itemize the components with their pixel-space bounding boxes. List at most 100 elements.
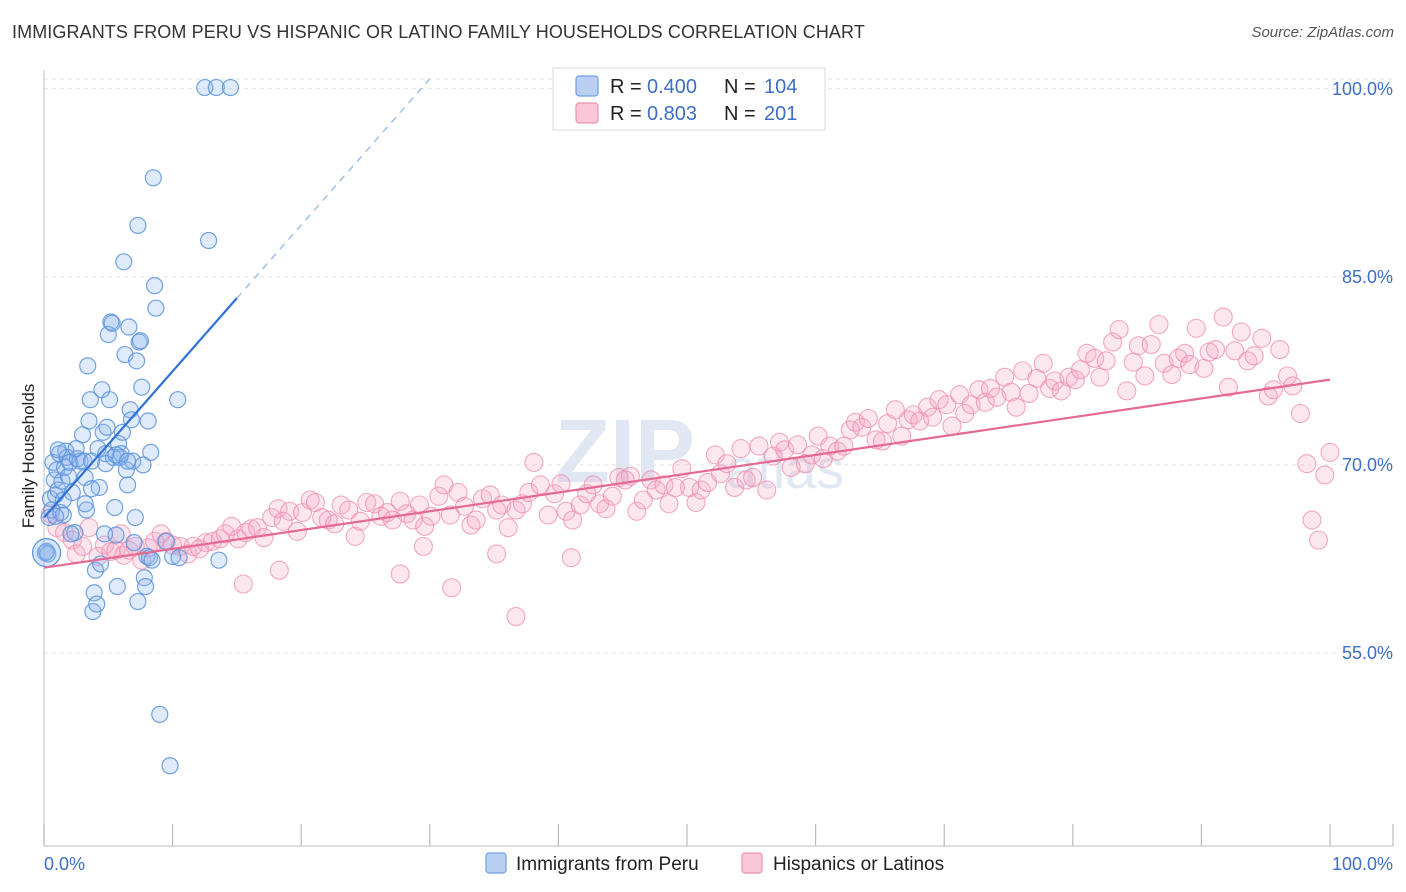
point-hispanics	[1065, 370, 1085, 390]
point-peru	[143, 551, 161, 569]
point-hispanics	[300, 490, 320, 510]
point-hispanics	[1096, 351, 1116, 371]
point-peru	[113, 423, 132, 441]
point-peru	[161, 757, 179, 775]
point-hispanics	[233, 574, 253, 594]
point-hispanics	[1186, 318, 1206, 338]
point-hispanics	[923, 407, 943, 427]
legend-swatch-hispanics	[575, 102, 599, 124]
point-peru	[59, 467, 78, 485]
point-peru	[131, 332, 150, 350]
point-peru	[157, 532, 175, 550]
point-peru	[49, 441, 67, 459]
point-hispanics	[1070, 360, 1091, 380]
point-hispanics	[845, 412, 866, 432]
point-peru	[135, 569, 153, 587]
point-hispanics	[743, 467, 763, 487]
trendline-hispanics	[43, 378, 1331, 569]
y-tick-label: 55.0%	[1342, 643, 1393, 663]
point-hispanics	[1308, 530, 1328, 550]
point-hispanics	[409, 495, 430, 515]
point-hispanics	[583, 475, 603, 495]
point-peru	[80, 412, 98, 430]
point-hispanics	[1180, 355, 1200, 375]
point-peru	[120, 318, 138, 336]
point-peru	[108, 577, 126, 596]
point-hispanics	[273, 511, 293, 531]
point-peru	[117, 461, 135, 479]
point-peru	[62, 525, 80, 543]
x-tick-label-max: 100.0%	[1332, 854, 1393, 874]
trendline-peru	[43, 297, 238, 519]
point-hispanics	[1149, 314, 1169, 335]
point-hispanics	[269, 560, 289, 580]
point-hispanics	[429, 486, 449, 506]
point-hispanics	[1320, 442, 1340, 462]
point-hispanics	[1194, 358, 1214, 378]
point-hispanics	[659, 494, 679, 514]
trendline-peru-extension	[236, 78, 431, 299]
correlation-legend: R = 0.400 N = 104 R = 0.803 N = 201	[552, 67, 826, 131]
point-peru	[103, 314, 121, 332]
point-hispanics	[1231, 322, 1251, 342]
point-hispanics	[357, 492, 377, 513]
point-hispanics	[530, 475, 550, 495]
point-peru	[125, 534, 143, 552]
point-hispanics	[1103, 332, 1123, 352]
x-tick-labels: 0.0% 100.0%	[44, 854, 1393, 874]
point-peru	[98, 418, 116, 436]
point-hispanics	[1205, 340, 1226, 360]
point-hispanics	[1302, 510, 1322, 530]
point-hispanics	[1019, 383, 1039, 403]
point-hispanics	[79, 518, 99, 538]
series-peru-points	[31, 78, 240, 775]
point-peru	[207, 78, 225, 97]
point-hispanics	[627, 501, 647, 521]
point-hispanics	[788, 435, 808, 455]
legend-r-label-hispanics: R =	[610, 103, 642, 125]
chart-title: IMMIGRANTS FROM PERU VS HISPANIC OR LATI…	[12, 22, 865, 42]
point-hispanics	[415, 516, 435, 536]
point-hispanics	[390, 564, 410, 584]
point-peru	[73, 426, 92, 444]
point-peru	[127, 352, 146, 370]
point-hispanics	[602, 486, 622, 506]
point-hispanics	[717, 454, 737, 474]
point-hispanics	[1225, 341, 1245, 361]
point-hispanics	[570, 495, 590, 515]
point-peru	[82, 480, 101, 498]
point-hispanics	[1090, 367, 1110, 387]
point-hispanics	[691, 480, 711, 500]
point-hispanics	[466, 510, 486, 530]
y-tick-label: 70.0%	[1342, 455, 1393, 475]
legend-n-value-peru: 104	[764, 76, 797, 98]
point-hispanics	[222, 516, 242, 536]
point-peru	[67, 439, 85, 458]
point-hispanics	[749, 436, 769, 456]
point-peru	[139, 412, 157, 430]
point-peru	[169, 391, 187, 409]
point-hispanics	[1117, 381, 1137, 401]
point-hispanics	[1297, 454, 1317, 474]
point-hispanics	[885, 400, 905, 420]
point-hispanics	[268, 499, 288, 519]
point-peru	[200, 231, 218, 250]
y-tick-label: 100.0%	[1332, 79, 1393, 99]
y-axis-label: Family Households	[19, 384, 38, 529]
point-hispanics	[1162, 365, 1182, 385]
point-hispanics	[1270, 340, 1290, 360]
point-peru	[145, 277, 164, 295]
point-hispanics	[757, 480, 777, 500]
point-hispanics	[937, 395, 957, 415]
bottom-legend-swatch-hispanics	[741, 852, 763, 874]
point-peru	[77, 501, 96, 519]
point-peru	[126, 508, 144, 527]
legend-r-value-peru: 0.400	[647, 76, 697, 98]
point-hispanics	[506, 607, 526, 627]
bottom-legend-label-hispanics: Hispanics or Latinos	[773, 854, 944, 875]
x-tick-label-min: 0.0%	[44, 854, 85, 874]
point-hispanics	[561, 548, 581, 568]
point-hispanics	[633, 490, 653, 510]
point-peru	[79, 357, 97, 375]
